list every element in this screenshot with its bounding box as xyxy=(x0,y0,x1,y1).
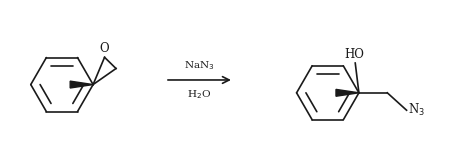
Polygon shape xyxy=(336,89,359,96)
Text: N$_3$: N$_3$ xyxy=(408,102,425,118)
Text: O: O xyxy=(100,43,109,55)
Text: H$_2$O: H$_2$O xyxy=(188,88,212,101)
Text: HO: HO xyxy=(344,48,364,61)
Text: NaN$_3$: NaN$_3$ xyxy=(184,59,215,72)
Polygon shape xyxy=(70,81,93,88)
